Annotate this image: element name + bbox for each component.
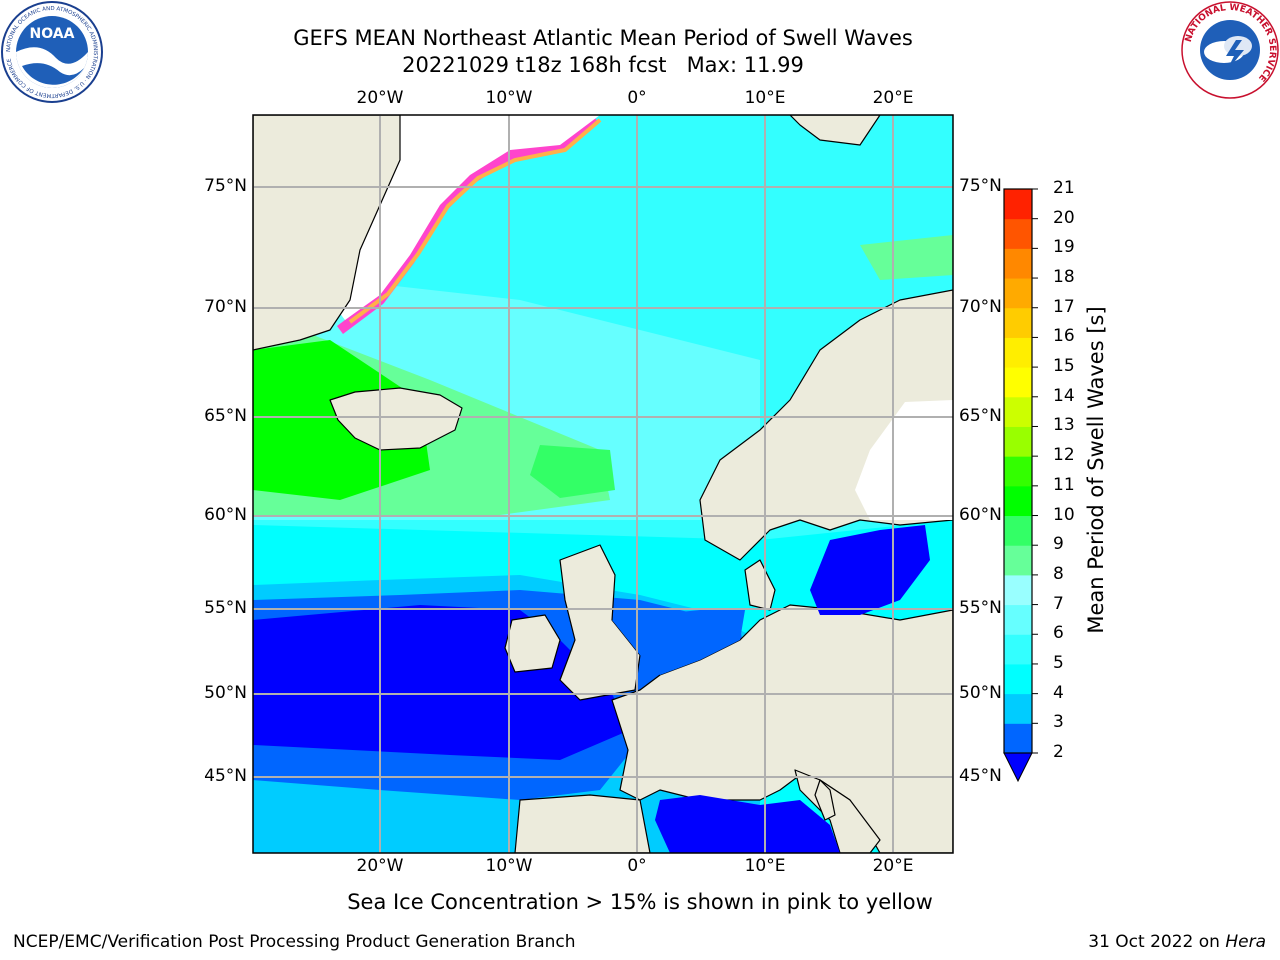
- colorbar-segment: [1004, 574, 1032, 606]
- colorbar-segment: [1004, 248, 1032, 279]
- colorbar-segment: [1004, 604, 1032, 635]
- colorbar-segment: [1004, 307, 1032, 338]
- land-italy-peninsula: [814, 779, 836, 821]
- colorbar-segment: [1004, 337, 1032, 368]
- lon-tick-label-bottom: 10°W: [485, 856, 533, 876]
- colorbar-tick-label: 2: [1053, 742, 1064, 762]
- colorbar-tick-label: 7: [1053, 593, 1064, 614]
- lat-tick-label-right: 75°N: [959, 176, 1002, 196]
- lon-tick-label-bottom: 0°: [627, 856, 647, 876]
- sea-baltic: [810, 525, 930, 615]
- noaa-logo: NATIONAL OCEANIC AND ATMOSPHERIC ADMINIS…: [1, 1, 103, 103]
- lat-tick-label-left: 65°N: [204, 406, 247, 426]
- colorbar-frame: [1003, 188, 1033, 754]
- lat-tick-label-right: 60°N: [959, 505, 1002, 525]
- lon-tick-label-bottom: 20°W: [356, 856, 404, 876]
- footer-date: 31 Oct 2022 on Hera: [1088, 932, 1266, 952]
- map-frame: [252, 114, 954, 854]
- colorbar-segment: [1004, 723, 1032, 754]
- field-patch-9s: [530, 445, 615, 498]
- colorbar-segment: [1004, 367, 1032, 398]
- lon-tick-label-bottom: 20°E: [872, 856, 914, 876]
- colorbar-tick-label: 21: [1053, 178, 1075, 198]
- lat-tick-label-right: 45°N: [959, 766, 1002, 786]
- colorbar-tick-label: 12: [1053, 445, 1075, 466]
- land-denmark: [744, 559, 776, 611]
- lat-tick-label-right: 55°N: [959, 598, 1002, 618]
- colorbar-segment: [1004, 189, 1032, 220]
- chart-title: GEFS MEAN Northeast Atlantic Mean Period…: [293, 26, 913, 50]
- colorbar-tick-label: 4: [1053, 682, 1064, 703]
- lat-tick-label-left: 55°N: [204, 598, 247, 618]
- land-iceland: [329, 387, 463, 451]
- lon-tick-label-top: 10°W: [485, 88, 533, 108]
- colorbar-segment: [1004, 456, 1032, 487]
- lat-tick-label-right: 65°N: [959, 406, 1002, 426]
- colorbar-segment: [1004, 634, 1032, 665]
- lat-tick-label-right: 70°N: [959, 297, 1002, 317]
- land-greenland: [253, 115, 401, 351]
- land-ireland: [504, 614, 561, 673]
- footer-credit: NCEP/EMC/Verification Post Processing Pr…: [13, 932, 576, 952]
- sea-ice-edge: [337, 115, 599, 334]
- colorbar-tick-label: 20: [1053, 207, 1075, 228]
- colorbar-tick-label: 19: [1053, 237, 1075, 258]
- sea-north-sea: [612, 610, 745, 675]
- colorbar-segment: [1004, 693, 1032, 724]
- noaa-logo-text: NOAA: [30, 26, 75, 42]
- colorbar-segment: [1004, 426, 1032, 457]
- chart-subtitle: 20221029 t18z 168h fcst Max: 11.99: [402, 53, 804, 77]
- colorbar-segment: [1004, 278, 1032, 309]
- colorbar-segment: [1004, 545, 1032, 576]
- colorbar-tick-label: 5: [1053, 652, 1064, 673]
- colorbar-label: Mean Period of Swell Waves [s]: [1084, 306, 1108, 634]
- colorbar-tick-label: 14: [1053, 385, 1075, 406]
- sea-ice-edge-outer: [348, 118, 602, 324]
- colorbar-tick-label: 3: [1053, 712, 1064, 733]
- lat-tick-label-right: 50°N: [959, 683, 1002, 703]
- colorbar-tick-label: 9: [1053, 534, 1064, 555]
- colorbar-segment: [1004, 663, 1032, 695]
- colorbar-tick-label: 15: [1053, 356, 1075, 377]
- colorbar-tick-label: 17: [1053, 296, 1075, 317]
- lon-tick-label-bottom: 10°E: [744, 856, 786, 876]
- colorbar-segment: [1004, 396, 1032, 427]
- colorbar-segment: [1004, 218, 1032, 249]
- lat-tick-label-left: 70°N: [204, 297, 247, 317]
- footer-date-text: 31 Oct 2022 on: [1088, 932, 1220, 952]
- field-patch-arctic-9s: [860, 235, 953, 280]
- colorbar-tick-label: 18: [1053, 267, 1075, 288]
- sea-ice-baltic: [855, 400, 953, 520]
- colorbar-tick-label: 13: [1053, 415, 1075, 436]
- colorbar-segment: [1004, 515, 1032, 546]
- land-iberia: [514, 794, 651, 853]
- colorbar-extend-arrow: [1003, 752, 1033, 783]
- lon-tick-label-top: 10°E: [744, 88, 786, 108]
- lon-tick-label-top: 0°: [627, 88, 647, 108]
- map-panel: [253, 115, 953, 853]
- lat-tick-label-left: 50°N: [204, 683, 247, 703]
- lat-tick-label-left: 45°N: [204, 766, 247, 786]
- lat-tick-label-left: 60°N: [204, 505, 247, 525]
- lon-tick-label-top: 20°E: [872, 88, 914, 108]
- colorbar-tick-label: 16: [1053, 326, 1075, 347]
- colorbar-segment: [1004, 485, 1032, 517]
- sea-mediterranean: [655, 795, 840, 853]
- colorbar-tick-label: 11: [1053, 474, 1075, 495]
- land-svalbard: [789, 115, 881, 146]
- colorbar-tick-label: 6: [1053, 623, 1064, 644]
- land-great-britain: [559, 544, 641, 701]
- nws-logo: NATIONAL WEATHER SERVICE: [1181, 1, 1279, 99]
- colorbar-tick-label: 10: [1053, 504, 1075, 525]
- sea-ice-annotation: Sea Ice Concentration > 15% is shown in …: [347, 890, 933, 914]
- lat-tick-label-left: 75°N: [204, 176, 247, 196]
- lon-tick-label-top: 20°W: [356, 88, 404, 108]
- footer-host: Hera: [1225, 932, 1266, 952]
- colorbar-tick-label: 8: [1053, 563, 1064, 584]
